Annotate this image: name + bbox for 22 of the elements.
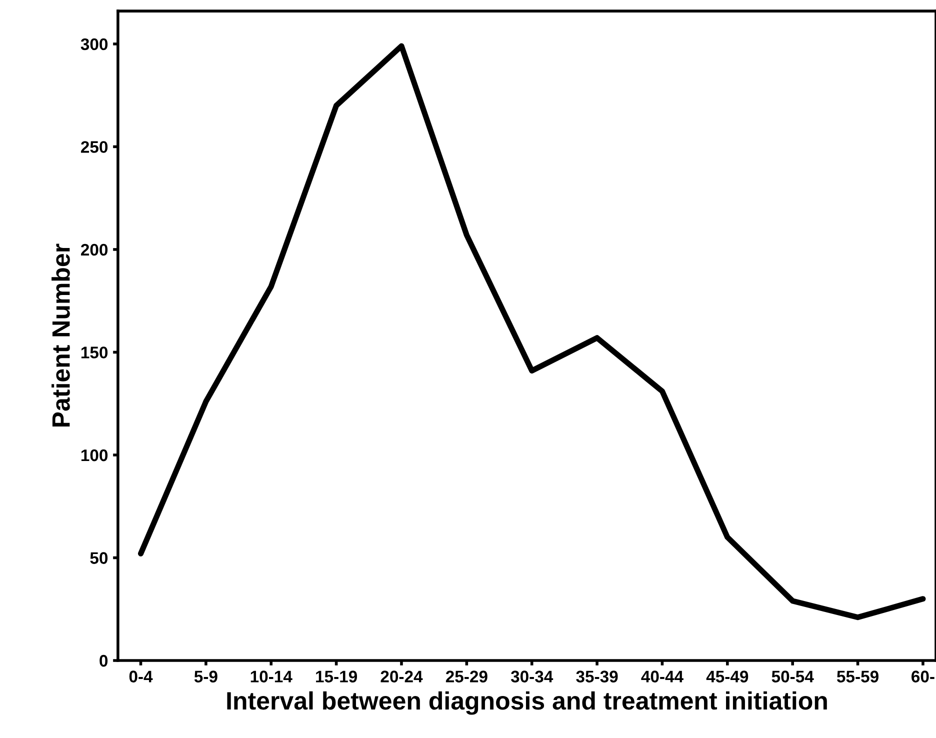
x-tick-label: 10-14: [250, 670, 292, 682]
x-tick-label: 30-34: [510, 670, 554, 682]
x-tick-label: 0-4: [129, 670, 153, 682]
x-axis-title: Interval between diagnosis and treatment initiation: [227, 691, 827, 715]
x-tick-label: 45-49: [706, 670, 748, 682]
x-tick-label: 20-24: [380, 670, 423, 682]
x-tick-label: 15-19: [316, 670, 357, 682]
y-tick-label: 200: [80, 244, 108, 256]
x-tick-label: 55-59: [836, 670, 878, 682]
y-axis-title: Patient Number: [52, 244, 70, 426]
y-tick-label: 300: [80, 38, 108, 50]
y-tick-label: 150: [81, 346, 108, 358]
y-tick-label: 0: [100, 654, 108, 667]
x-tick-label: 40-44: [641, 670, 684, 682]
y-tick-label: 50: [90, 552, 108, 564]
x-tick-label: 60-: [912, 670, 934, 682]
y-tick-label: 250: [80, 141, 108, 153]
x-tick-label: 5-9: [194, 670, 218, 682]
y-tick-label: 100: [81, 449, 108, 462]
x-tick-label: 50-54: [772, 670, 814, 682]
x-tick-label: 25-29: [446, 670, 488, 682]
x-tick-label: 35-39: [576, 670, 618, 682]
